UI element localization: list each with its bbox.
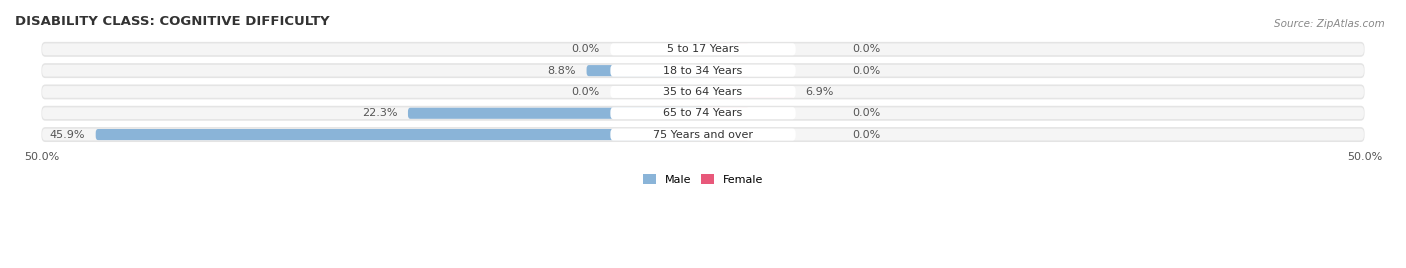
Text: 18 to 34 Years: 18 to 34 Years <box>664 66 742 76</box>
FancyBboxPatch shape <box>42 65 1364 76</box>
FancyBboxPatch shape <box>703 129 749 140</box>
Text: Source: ZipAtlas.com: Source: ZipAtlas.com <box>1274 19 1385 29</box>
Text: 8.8%: 8.8% <box>547 66 576 76</box>
FancyBboxPatch shape <box>96 129 703 140</box>
Text: 65 to 74 Years: 65 to 74 Years <box>664 108 742 118</box>
FancyBboxPatch shape <box>610 43 796 55</box>
FancyBboxPatch shape <box>41 84 1365 99</box>
FancyBboxPatch shape <box>610 129 796 140</box>
FancyBboxPatch shape <box>703 65 749 76</box>
Text: 45.9%: 45.9% <box>49 129 86 140</box>
FancyBboxPatch shape <box>41 106 1365 121</box>
FancyBboxPatch shape <box>586 65 703 76</box>
FancyBboxPatch shape <box>42 43 1364 55</box>
Text: DISABILITY CLASS: COGNITIVE DIFFICULTY: DISABILITY CLASS: COGNITIVE DIFFICULTY <box>15 15 329 28</box>
Text: 0.0%: 0.0% <box>572 44 600 54</box>
Text: 0.0%: 0.0% <box>852 129 880 140</box>
Text: 0.0%: 0.0% <box>852 66 880 76</box>
FancyBboxPatch shape <box>703 44 749 55</box>
FancyBboxPatch shape <box>610 65 796 77</box>
Text: 0.0%: 0.0% <box>572 87 600 97</box>
FancyBboxPatch shape <box>41 63 1365 78</box>
FancyBboxPatch shape <box>42 107 1364 119</box>
FancyBboxPatch shape <box>41 127 1365 142</box>
FancyBboxPatch shape <box>703 86 794 98</box>
Text: 6.9%: 6.9% <box>804 87 834 97</box>
FancyBboxPatch shape <box>42 129 1364 140</box>
FancyBboxPatch shape <box>703 108 749 119</box>
FancyBboxPatch shape <box>41 42 1365 57</box>
Text: 0.0%: 0.0% <box>852 44 880 54</box>
FancyBboxPatch shape <box>42 86 1364 98</box>
Text: 35 to 64 Years: 35 to 64 Years <box>664 87 742 97</box>
Legend: Male, Female: Male, Female <box>638 169 768 189</box>
FancyBboxPatch shape <box>610 107 796 119</box>
Text: 22.3%: 22.3% <box>361 108 398 118</box>
FancyBboxPatch shape <box>610 86 796 98</box>
Text: 0.0%: 0.0% <box>852 108 880 118</box>
FancyBboxPatch shape <box>408 108 703 119</box>
Text: 5 to 17 Years: 5 to 17 Years <box>666 44 740 54</box>
Text: 75 Years and over: 75 Years and over <box>652 129 754 140</box>
